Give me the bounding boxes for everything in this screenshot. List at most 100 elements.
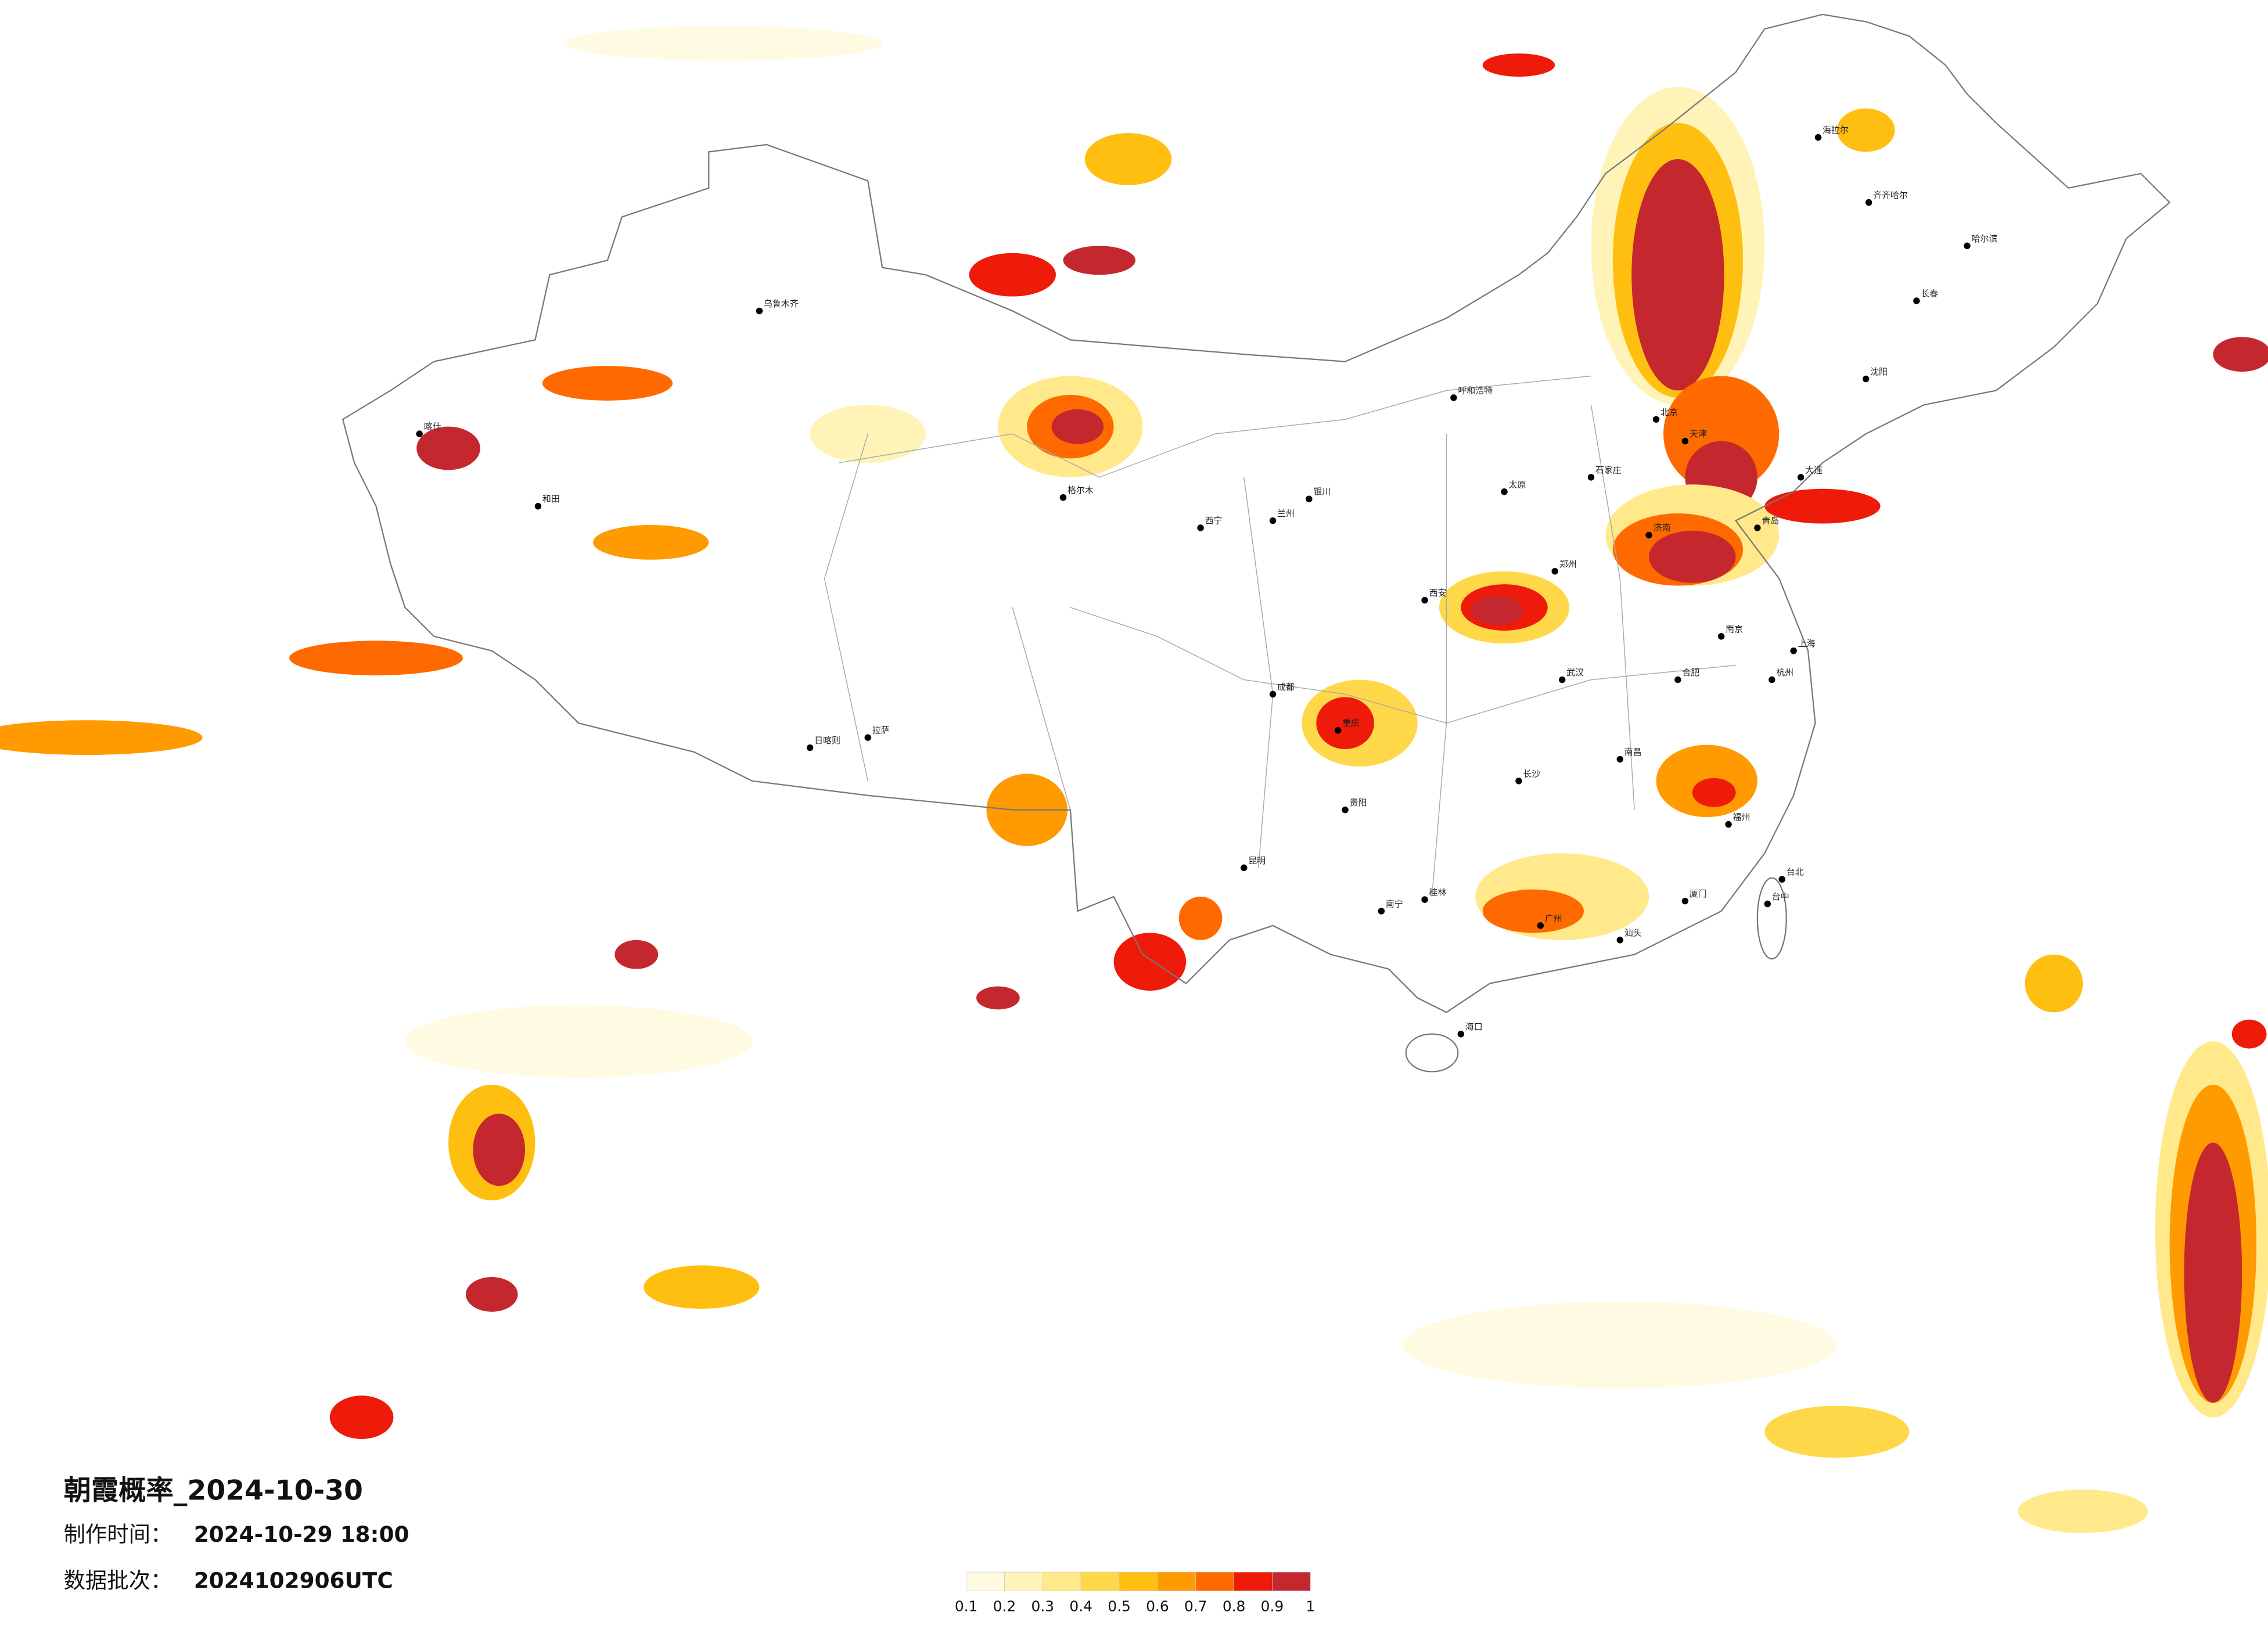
probability-patch: [1084, 133, 1172, 185]
probability-patch: [473, 1113, 526, 1186]
taiwan: [1756, 877, 1787, 960]
city-label: 乌鲁木齐: [764, 298, 799, 309]
city-label: 哈尔滨: [1971, 233, 1997, 244]
city-dot: [1269, 517, 1277, 524]
china-border: [342, 13, 2171, 1013]
city-dot: [1421, 896, 1428, 903]
map-title: 朝霞概率_2024-10-30: [64, 1475, 363, 1507]
colorbar-tick-label: 0.9: [1261, 1598, 1284, 1614]
probability-patch: [976, 986, 1020, 1010]
colorbar-tick-label: 0.7: [1184, 1598, 1207, 1614]
colorbar-tick-label: 0.1: [955, 1598, 978, 1614]
city-label: 拉萨: [872, 725, 890, 736]
city-dot: [1778, 876, 1785, 883]
city-dot: [1964, 242, 1971, 250]
city-label: 汕头: [1624, 927, 1642, 938]
probability-patch: [1764, 488, 1881, 524]
city-dot: [1537, 922, 1544, 929]
city-dot: [1616, 937, 1624, 944]
city-dot: [1674, 676, 1681, 684]
city-label: 贵阳: [1350, 797, 1367, 808]
city-dot: [1551, 567, 1558, 575]
city-dot: [1334, 726, 1342, 734]
colorbar-segment: [1080, 1571, 1120, 1591]
city-label: 太原: [1509, 479, 1526, 490]
probability-patch: [2025, 954, 2083, 1013]
probability-patch: [1482, 53, 1555, 77]
city-label: 石家庄: [1595, 465, 1622, 475]
city-dot: [806, 744, 814, 751]
city-dot: [864, 734, 871, 741]
city-dot: [1865, 199, 1872, 206]
city-label: 西宁: [1205, 516, 1223, 526]
city-dot: [1790, 647, 1797, 654]
city-dot: [1754, 524, 1761, 531]
city-dot: [1725, 821, 1732, 828]
city-label: 成都: [1277, 682, 1295, 692]
city-dot: [416, 430, 423, 437]
city-label: 厦门: [1690, 888, 1707, 899]
city-label: 青岛: [1762, 516, 1779, 526]
colorbar-segment: [1234, 1571, 1273, 1591]
probability-patch: [564, 26, 883, 61]
probability-patch: [593, 525, 709, 560]
city-label: 北京: [1660, 407, 1678, 418]
info-label: 制作时间：: [64, 1521, 172, 1547]
city-label: 南昌: [1624, 747, 1642, 757]
probability-patch: [1649, 530, 1736, 583]
colorbar-segment: [1119, 1571, 1158, 1591]
city-label: 长春: [1921, 289, 1938, 299]
city-label: 广州: [1545, 913, 1562, 923]
colorbar-tick-label: 0.4: [1069, 1598, 1092, 1614]
colorbar-tick-label: 0.3: [1031, 1598, 1055, 1614]
city-label: 南京: [1726, 624, 1743, 634]
info-label: 数据批次：: [64, 1567, 172, 1593]
probability-patch: [2213, 337, 2268, 372]
city-dot: [1681, 897, 1689, 905]
colorbar-segment: [1042, 1571, 1081, 1591]
city-label: 沈阳: [1870, 366, 1888, 377]
probability-patch: [1482, 889, 1584, 933]
probability-patch: [1764, 1405, 1910, 1458]
probability-patch: [289, 641, 463, 676]
info-value: 2024102906UTC: [194, 1567, 393, 1593]
city-label: 昆明: [1248, 855, 1266, 866]
probability-patch: [1316, 697, 1374, 750]
probability-patch: [405, 1005, 753, 1078]
probability-patch: [329, 1395, 394, 1439]
probability-patch: [0, 720, 203, 756]
city-dot: [1501, 488, 1508, 495]
probability-patch: [1836, 108, 1895, 152]
probability-patch: [1178, 897, 1223, 940]
city-label: 杭州: [1776, 667, 1793, 678]
info-value: 2024-10-29 18:00: [194, 1521, 409, 1547]
probability-patch: [1692, 778, 1736, 807]
probability-patch: [1063, 246, 1135, 275]
city-label: 喀什: [424, 422, 441, 432]
city-label: 齐齐哈尔: [1873, 190, 1908, 200]
probability-patch: [465, 1277, 518, 1312]
city-label: 武汉: [1566, 667, 1584, 678]
city-dot: [1342, 806, 1349, 814]
city-dot: [1764, 900, 1771, 908]
probability-patch: [614, 940, 659, 969]
probability-patch: [644, 1265, 760, 1309]
colorbar-segment: [1004, 1571, 1043, 1591]
colorbar-tick-label: 0.5: [1108, 1598, 1131, 1614]
probability-patch: [1403, 1301, 1837, 1388]
city-label: 和田: [542, 494, 560, 504]
city-label: 西安: [1429, 588, 1447, 598]
colorbar-segment: [1157, 1571, 1196, 1591]
city-label: 重庆: [1342, 718, 1360, 728]
probability-patch: [416, 426, 480, 470]
probability-patch: [969, 253, 1056, 297]
city-label: 银川: [1313, 487, 1331, 497]
city-label: 南宁: [1386, 899, 1403, 909]
city-dot: [1378, 908, 1385, 915]
colorbar-tick-label: 0.2: [993, 1598, 1016, 1614]
city-dot: [1797, 474, 1805, 481]
probability-patch: [1051, 409, 1104, 444]
city-dot: [1558, 676, 1566, 684]
probability-patch: [2231, 1019, 2267, 1049]
